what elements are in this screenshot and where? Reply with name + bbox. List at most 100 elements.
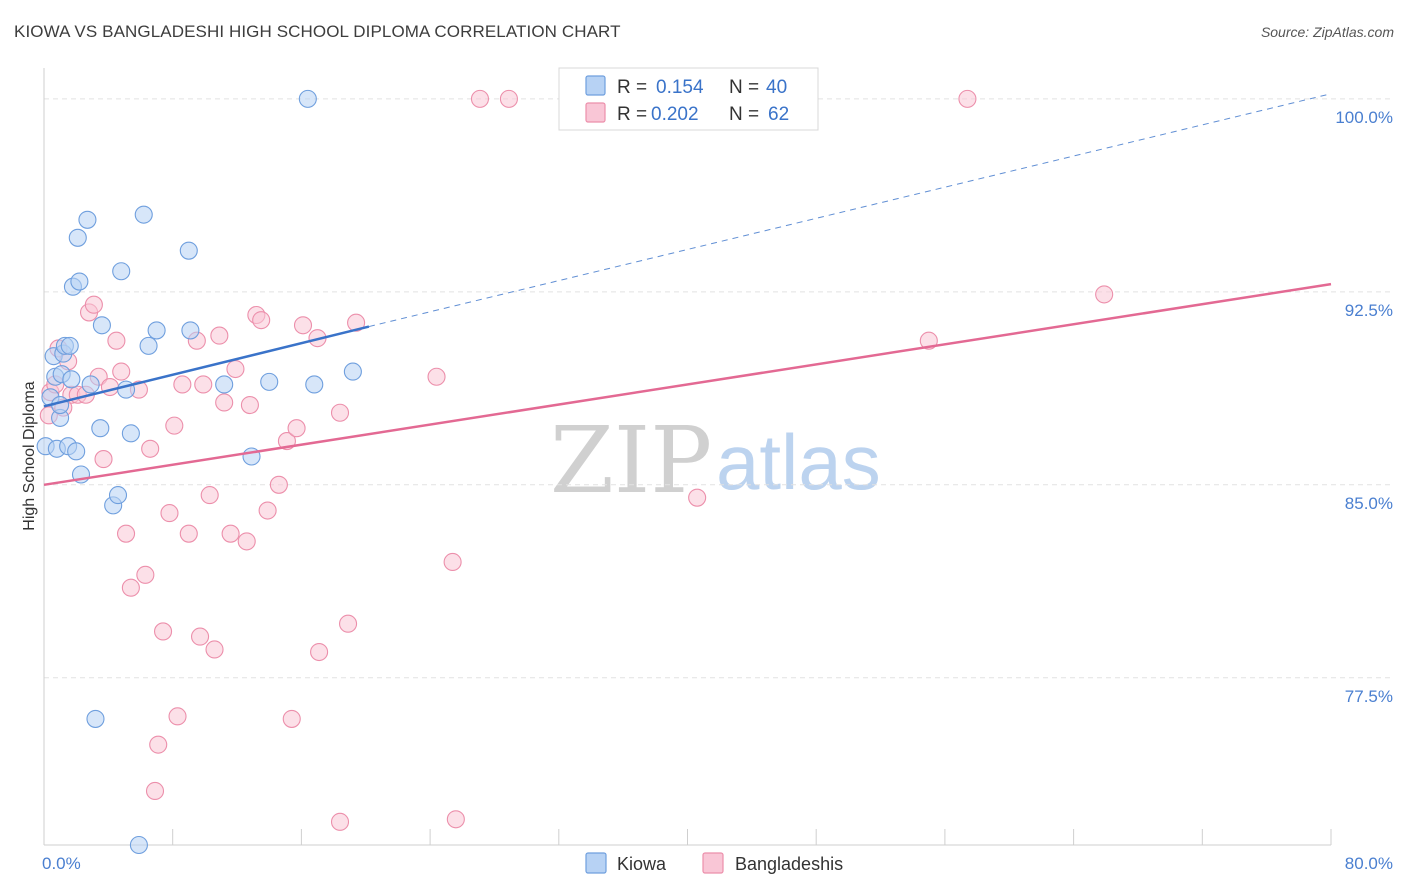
point-bangladeshi	[1095, 285, 1114, 304]
point-kiowa	[108, 486, 128, 505]
point-bangladeshi	[258, 501, 277, 520]
point-kiowa	[179, 241, 198, 260]
point-bangladeshi	[252, 311, 271, 330]
legend-kiowa-n-label: N =	[729, 77, 759, 98]
point-bangladeshi	[330, 403, 350, 422]
legend-bangladeshi-n-value: 62	[768, 104, 789, 125]
legend-swatch-bangladeshi	[585, 102, 606, 123]
point-bangladeshi	[226, 359, 245, 379]
legend-bangladeshi-r-label: R =	[617, 104, 647, 125]
point-kiowa	[78, 210, 97, 229]
y-tick-label: 100.0%	[1335, 108, 1393, 127]
point-bangladeshi	[200, 486, 219, 505]
point-bangladeshi	[194, 375, 213, 394]
point-bangladeshi	[287, 419, 306, 438]
point-bangladeshi	[470, 89, 490, 108]
trend-line-kiowa	[43, 325, 370, 408]
legend-box: R = 0.154 N = 40 R = 0.202 N = 62	[558, 67, 819, 131]
point-bangladeshi	[339, 614, 358, 633]
point-kiowa	[92, 316, 111, 335]
legend-kiowa-r-value: 0.154	[656, 77, 704, 98]
legend-bangladeshi-r-value: 0.202	[651, 104, 699, 125]
y-axis-label: High School Diploma	[21, 381, 38, 531]
point-kiowa	[68, 228, 87, 247]
trend-lines	[43, 93, 1332, 487]
grid	[44, 98, 1393, 679]
point-kiowa	[62, 370, 81, 389]
point-bangladeshi	[190, 627, 210, 646]
point-kiowa	[91, 419, 110, 438]
point-bangladeshi	[688, 488, 707, 507]
point-bangladeshi	[210, 326, 229, 345]
point-bangladeshi	[141, 439, 160, 458]
point-bangladeshi	[446, 810, 465, 829]
legend-kiowa-n-value: 40	[766, 77, 787, 98]
x-ticks	[172, 829, 1332, 845]
point-kiowa	[260, 372, 279, 391]
point-bangladeshi	[116, 524, 136, 543]
point-bangladeshi	[160, 504, 179, 523]
point-bangladeshi	[269, 475, 288, 494]
point-bangladeshi	[179, 524, 198, 543]
point-kiowa	[60, 336, 79, 355]
point-bangladeshi	[347, 313, 366, 332]
point-bangladeshi	[149, 735, 168, 754]
bottom-legend-label-kiowa: Kiowa	[617, 854, 667, 874]
point-bangladeshi	[168, 707, 187, 726]
y-tick-label: 92.5%	[1345, 301, 1393, 320]
bottom-legend: Kiowa Bangladeshis	[585, 852, 843, 874]
bottom-legend-swatch-bangladeshi	[702, 852, 724, 874]
point-bangladeshi	[330, 812, 350, 831]
point-kiowa	[129, 835, 148, 855]
series-bangladeshis	[39, 89, 1114, 831]
point-bangladeshi	[112, 362, 131, 381]
point-bangladeshi	[958, 89, 977, 108]
y-tick-label: 85.0%	[1345, 494, 1393, 513]
point-kiowa	[147, 321, 166, 340]
point-kiowa	[139, 336, 158, 355]
point-bangladeshi	[427, 367, 446, 386]
point-bangladeshi	[121, 578, 140, 597]
point-kiowa	[112, 262, 131, 281]
watermark-atlas: atlas	[716, 418, 881, 506]
point-bangladeshi	[293, 316, 313, 335]
point-bangladeshi	[221, 524, 240, 543]
point-bangladeshi	[136, 565, 155, 584]
point-kiowa	[81, 375, 100, 394]
chart-title: KIOWA VS BANGLADESHI HIGH SCHOOL DIPLOMA…	[14, 22, 621, 41]
source-label: Source: ZipAtlas.com	[1260, 24, 1394, 40]
x-tick-label-max: 80.0%	[1345, 854, 1393, 873]
point-bangladeshi	[499, 89, 518, 108]
watermark: ZIP atlas	[550, 407, 881, 514]
point-bangladeshi	[237, 532, 256, 551]
legend-kiowa-r-label: R =	[617, 77, 647, 98]
point-bangladeshi	[153, 622, 173, 641]
point-kiowa	[343, 362, 362, 381]
x-tick-label-min: 0.0%	[42, 854, 81, 873]
point-bangladeshi	[107, 331, 126, 350]
point-kiowa	[181, 321, 200, 340]
point-kiowa	[298, 89, 317, 108]
legend-bangladeshi-n-label: N =	[729, 104, 759, 125]
point-kiowa	[121, 424, 140, 443]
point-bangladeshi	[310, 642, 329, 662]
point-kiowa	[86, 709, 105, 728]
point-bangladeshi	[165, 416, 184, 435]
point-kiowa	[215, 375, 234, 394]
point-bangladeshi	[145, 781, 165, 801]
point-kiowa	[67, 442, 86, 461]
point-bangladeshi	[84, 295, 103, 314]
y-tick-labels: 77.5% 85.0% 92.5% 100.0%	[1335, 108, 1393, 706]
point-bangladeshi	[443, 552, 462, 572]
point-kiowa	[305, 375, 324, 394]
y-tick-label: 77.5%	[1345, 687, 1393, 706]
series-kiowa	[36, 89, 362, 855]
legend-swatch-kiowa	[585, 75, 606, 96]
point-bangladeshi	[215, 393, 234, 412]
watermark-zip: ZIP	[550, 407, 712, 514]
point-bangladeshi	[173, 375, 192, 394]
point-bangladeshi	[205, 640, 224, 659]
point-kiowa	[70, 272, 89, 291]
bottom-legend-swatch-kiowa	[585, 852, 607, 874]
